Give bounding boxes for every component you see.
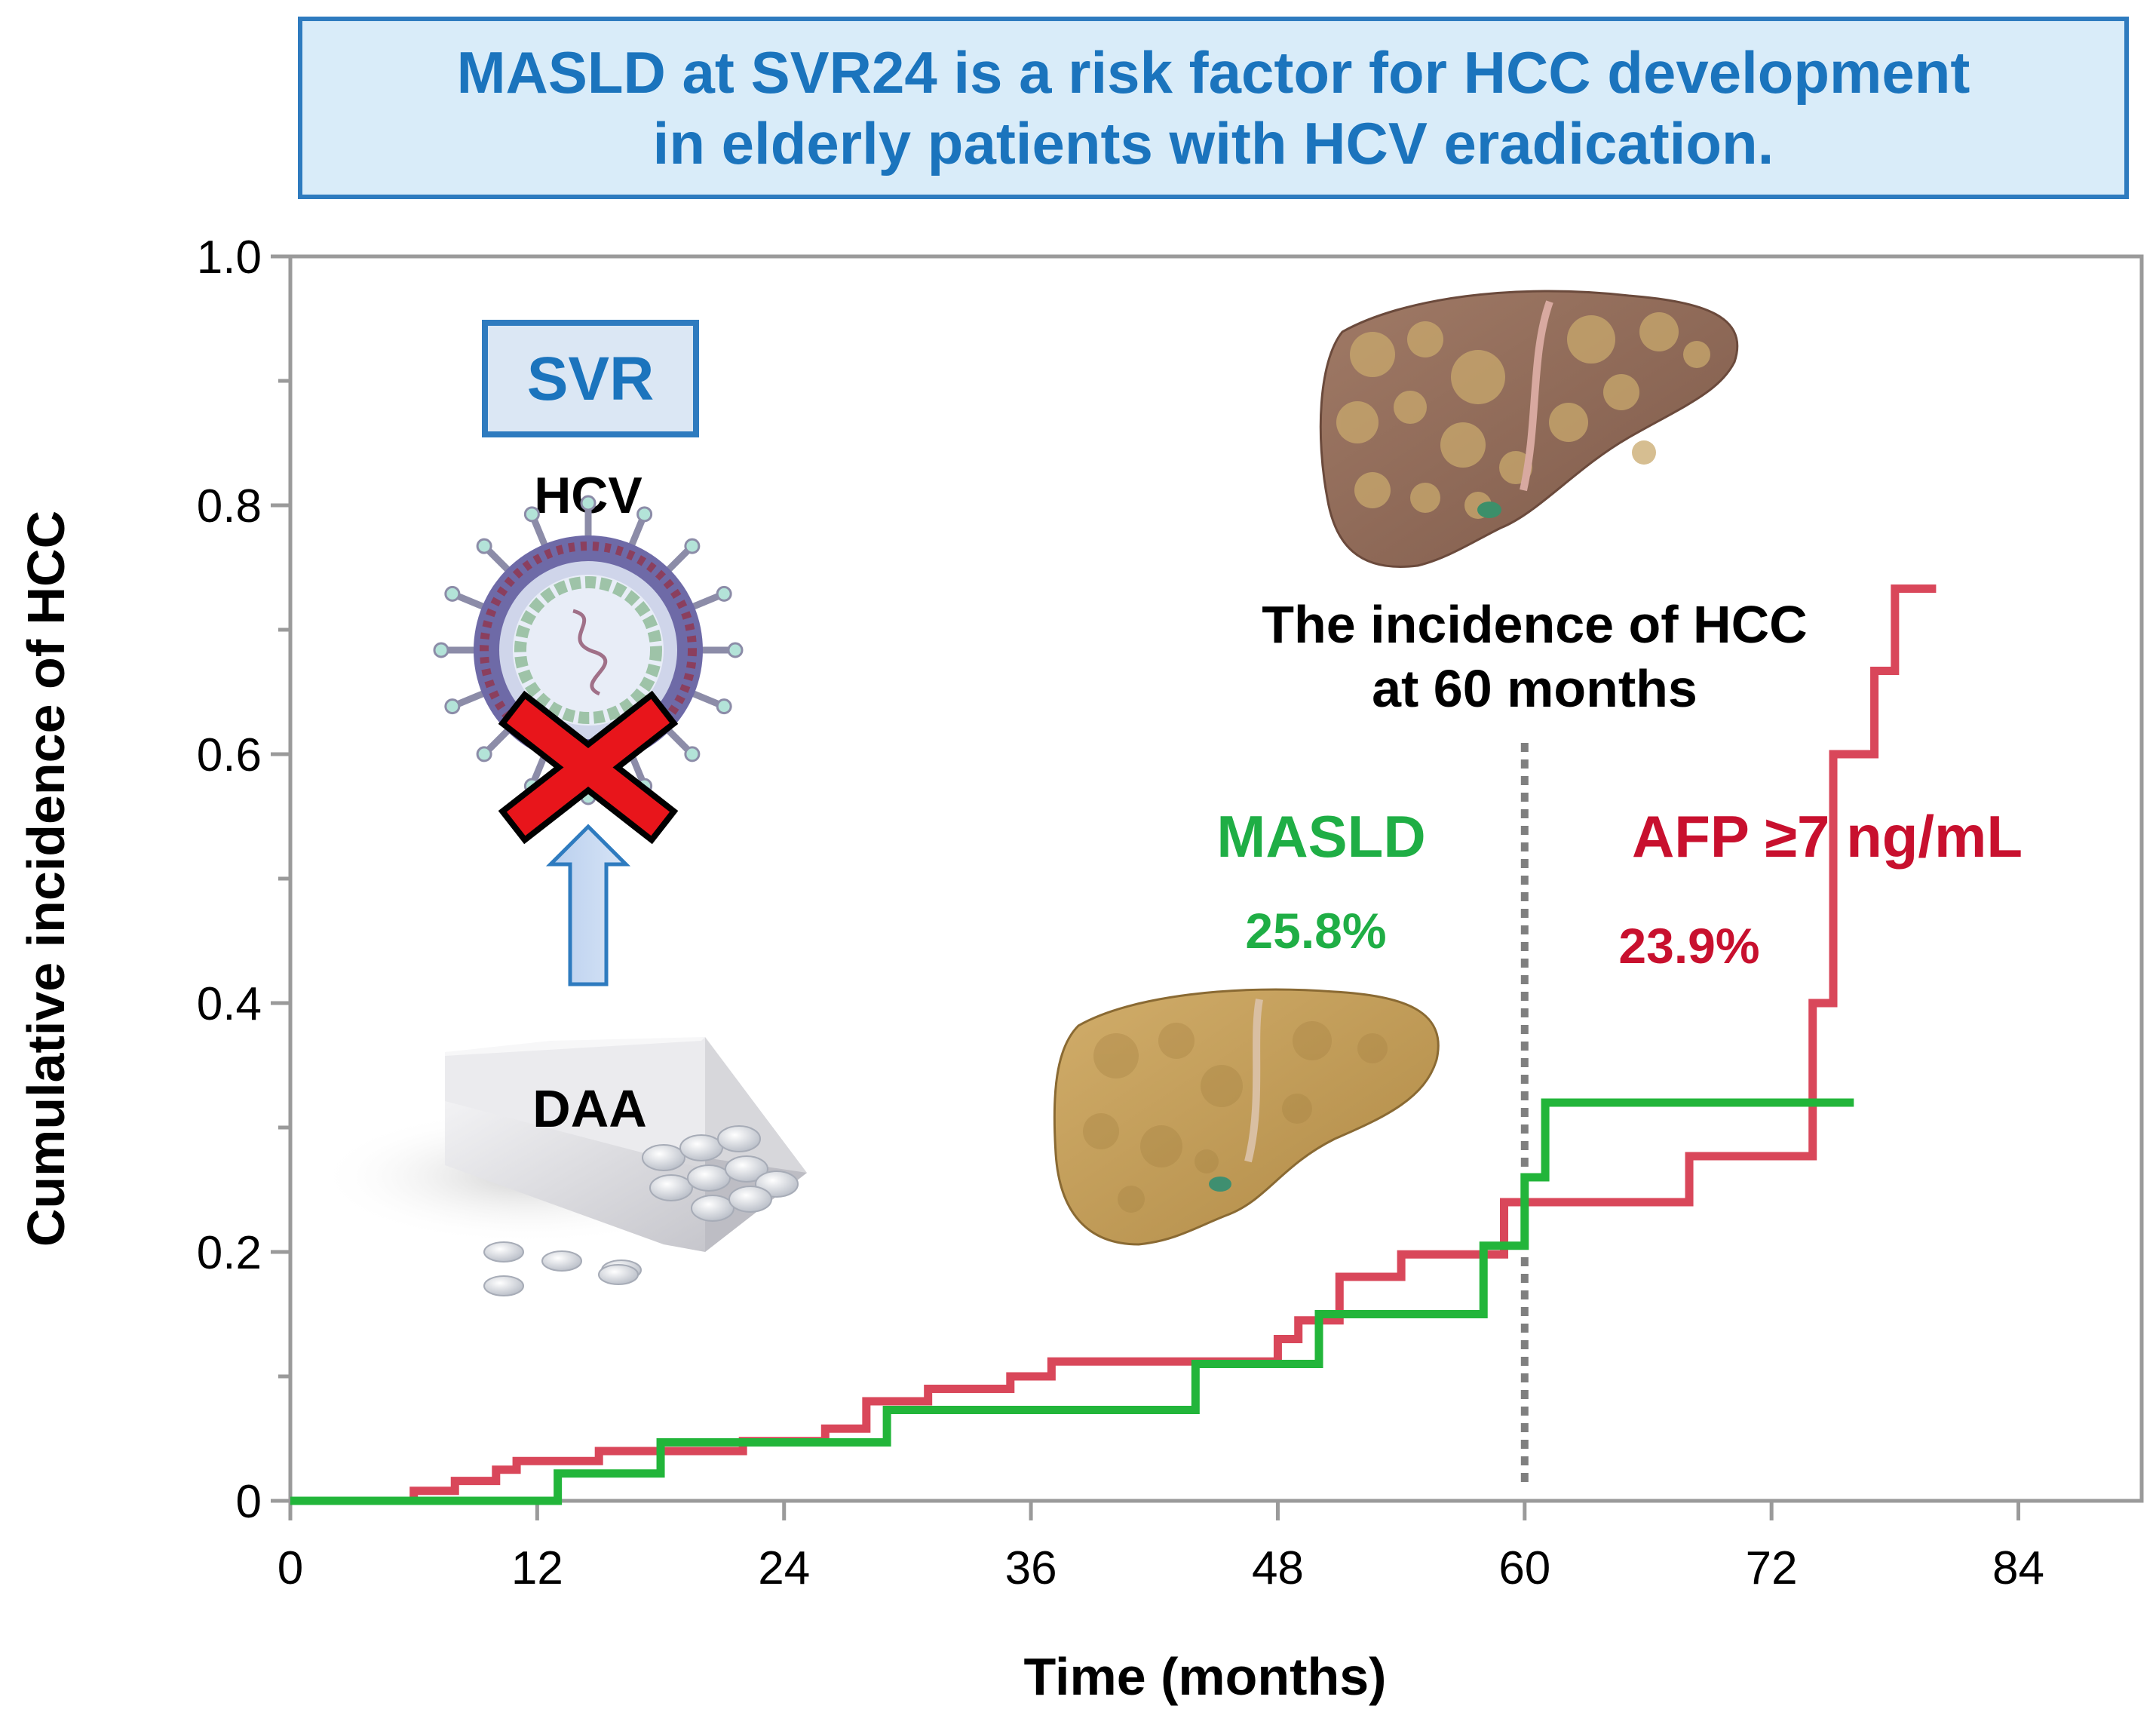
- hcv-virus-icon: [433, 495, 744, 805]
- svr-box: SVR: [482, 320, 699, 437]
- y-tick-label: 0: [236, 1476, 262, 1528]
- banner-line-2: in elderly patients with HCV eradication…: [652, 110, 1774, 176]
- title-banner: MASLD at SVR24 is a risk factor for HCC …: [298, 17, 2129, 199]
- y-axis-ticks: 0 0.2 0.4 0.6 0.8 1.0: [197, 232, 290, 1528]
- banner-line-1: MASLD at SVR24 is a risk factor for HCC …: [456, 39, 1970, 106]
- daa-label: DAA: [532, 1079, 647, 1138]
- incidence-annotation-line-1: The incidence of HCC: [1262, 595, 1807, 654]
- masld-label: MASLD: [1216, 803, 1425, 870]
- x-tick-label: 60: [1498, 1542, 1550, 1594]
- cirrhotic-liver-icon: [1319, 290, 1739, 568]
- afp-series-line: [290, 584, 1937, 1505]
- x-tick-label: 48: [1252, 1542, 1304, 1594]
- fatty-liver-icon: [1053, 988, 1440, 1246]
- afp-value: 23.9%: [1618, 918, 1759, 974]
- plot-frame: [288, 254, 2144, 1503]
- x-tick-label: 36: [1005, 1542, 1057, 1594]
- masld-series-line: [290, 1098, 1854, 1505]
- y-axis-label: Cumulative incidence of HCC: [17, 511, 75, 1247]
- y-tick-label: 0.6: [197, 729, 262, 781]
- x-tick-label: 12: [511, 1542, 563, 1594]
- y-tick-label: 0.2: [197, 1227, 262, 1279]
- y-tick-label: 0.4: [197, 978, 262, 1030]
- incidence-annotation-line-2: at 60 months: [1372, 659, 1698, 718]
- x-axis-ticks: 0 12 24 36 48 60 72 84: [278, 1501, 2044, 1594]
- y-tick-label: 1.0: [197, 232, 262, 284]
- x-tick-label: 24: [758, 1542, 810, 1594]
- x-tick-label: 84: [1992, 1542, 2044, 1594]
- x-tick-label: 72: [1746, 1542, 1798, 1594]
- x-tick-label: 0: [278, 1542, 303, 1594]
- red-x-icon: [498, 690, 679, 845]
- y-tick-label: 0.8: [197, 480, 262, 532]
- masld-value: 25.8%: [1245, 903, 1386, 959]
- afp-label: AFP ≥7 ng/mL: [1632, 803, 2023, 870]
- daa-pill-box-icon: DAA: [317, 1037, 807, 1296]
- up-arrow-icon: [545, 824, 631, 986]
- x-axis-label: Time (months): [1024, 1647, 1387, 1706]
- svr-label: SVR: [527, 345, 655, 413]
